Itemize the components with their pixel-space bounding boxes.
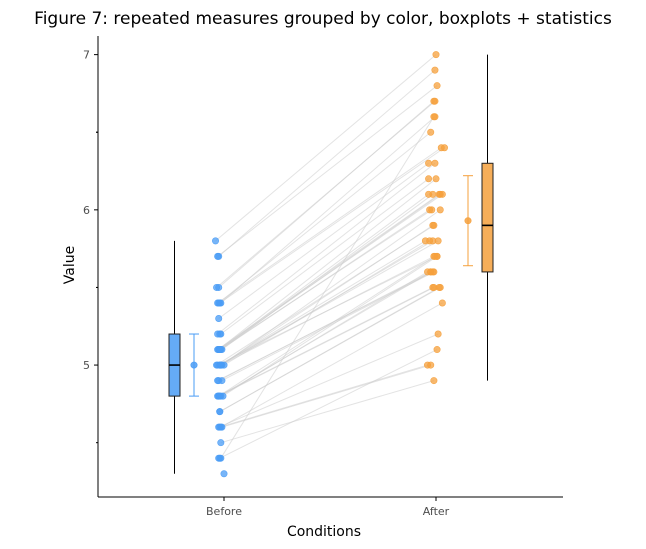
x-tick-label: After	[423, 505, 450, 518]
after-point	[433, 82, 441, 90]
after-point	[438, 190, 446, 198]
after-point	[430, 377, 438, 385]
paired-line	[217, 147, 442, 304]
after-point	[429, 190, 437, 198]
after-mean-point	[464, 217, 472, 225]
paired-line	[221, 209, 441, 366]
paired-line	[220, 255, 435, 366]
paired-line	[218, 333, 439, 428]
after-point	[434, 330, 442, 338]
before-point	[220, 470, 228, 478]
after-point	[432, 51, 440, 59]
paired-line	[221, 364, 431, 428]
paired-line	[217, 193, 440, 350]
after-point	[430, 221, 438, 229]
paired-line	[220, 302, 443, 428]
paired-line	[220, 240, 434, 366]
chart-title: Figure 7: repeated measures grouped by c…	[34, 9, 612, 29]
y-axis-label: Value	[62, 246, 78, 284]
x-axis-label: Conditions	[287, 524, 361, 540]
after-point	[425, 159, 433, 167]
paired-line	[218, 162, 429, 319]
after-point	[433, 252, 441, 260]
after-point	[440, 144, 448, 152]
after-point	[435, 283, 443, 291]
before-point	[215, 314, 223, 322]
after-point	[429, 237, 437, 245]
mean-ci-markers	[189, 175, 473, 397]
paired-line	[218, 131, 432, 304]
before-point	[212, 237, 220, 245]
before-point	[215, 454, 223, 462]
before-point	[218, 377, 226, 385]
after-point	[430, 113, 438, 121]
after-point	[421, 237, 429, 245]
paired-line	[220, 116, 435, 459]
before-point	[214, 252, 222, 260]
before-point	[218, 423, 226, 431]
before-point	[216, 346, 224, 354]
paired-line	[219, 287, 440, 413]
paired-line	[218, 178, 437, 350]
after-point	[431, 97, 439, 105]
x-tick-label: Before	[206, 505, 242, 518]
paired-line	[220, 380, 435, 444]
before-point	[216, 408, 224, 416]
paired-line	[219, 271, 431, 397]
paired-line	[219, 364, 428, 428]
tick-labels: 5 6 7 Before After	[83, 49, 450, 518]
paired-line	[216, 224, 435, 366]
before-point	[217, 439, 225, 447]
paired-line	[219, 147, 445, 304]
paired-line	[219, 209, 433, 350]
after-point	[431, 159, 439, 167]
paired-line	[216, 100, 436, 288]
paired-line	[220, 178, 429, 335]
before-point	[216, 299, 224, 307]
data-points	[212, 51, 448, 478]
paired-line	[218, 69, 436, 257]
after-point	[438, 299, 446, 307]
paired-lines	[215, 54, 445, 459]
paired-line	[218, 287, 435, 397]
after-point	[431, 66, 439, 74]
after-point	[433, 346, 441, 354]
after-point	[427, 268, 435, 276]
before-point	[216, 330, 224, 338]
paired-line	[217, 85, 438, 257]
paired-line	[219, 240, 426, 366]
boxplots	[168, 54, 494, 474]
paired-line	[215, 54, 437, 242]
after-point	[436, 206, 444, 214]
before-point	[215, 392, 223, 400]
before-mean-point	[190, 361, 198, 369]
paired-line	[218, 193, 443, 350]
paired-line	[219, 349, 438, 459]
paired-line	[221, 193, 434, 350]
y-tick-label: 5	[83, 359, 90, 372]
before-point	[217, 361, 225, 369]
after-point	[428, 206, 436, 214]
after-box	[481, 162, 494, 273]
paired-line	[218, 255, 436, 397]
after-point	[425, 175, 433, 183]
y-tick-label: 6	[83, 204, 90, 217]
after-point	[427, 361, 435, 369]
axes	[97, 36, 563, 498]
after-point	[432, 175, 440, 183]
paired-line	[221, 271, 435, 382]
paired-line	[217, 162, 436, 335]
before-point	[213, 283, 221, 291]
after-point	[427, 128, 435, 136]
y-tick-label: 7	[83, 49, 90, 62]
